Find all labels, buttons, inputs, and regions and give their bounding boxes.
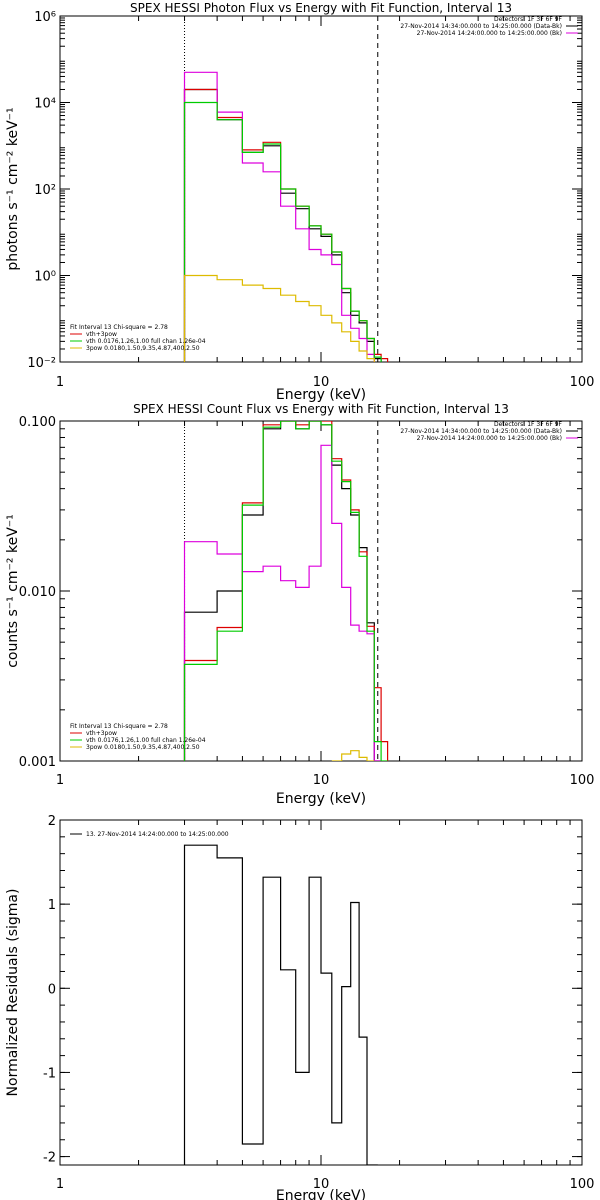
info-line: 27-Nov-2014 14:24:00.000 to 14:25:00.000… <box>417 435 562 442</box>
legend-entry: Fit Interval 13 Chi-square = 2.78 <box>70 324 168 331</box>
y-axis-label: Normalized Residuals (sigma) <box>5 889 21 1097</box>
y-tick-label: -1 <box>43 1066 56 1081</box>
y-tick-label: -2 <box>43 1151 56 1166</box>
y-axis-label: photons s⁻¹ cm⁻² keV⁻¹ <box>5 107 21 270</box>
legend-entry: vth 0.0176,1.26,1.00 full chan 1.26e-04 <box>86 737 206 744</box>
info-line: 27-Nov-2014 14:34:00.000 to 14:25:00.000… <box>400 428 562 435</box>
legend-entry: 3pow 0.0180,1.50,9.35,4.87,400,2.50 <box>86 345 200 352</box>
y-tick-label: 10⁶ <box>34 10 56 25</box>
legend-entry: vth+3pow <box>86 730 117 737</box>
y-tick-label: 1 <box>48 898 56 913</box>
info-line: Detectors: 1F 3F 6F 9F <box>494 16 563 23</box>
legend-entry: 13. 27-Nov-2014 14:24:00.000 to 14:25:00… <box>86 831 229 838</box>
y-tick-label: 0.001 <box>19 755 56 770</box>
info-line: 27-Nov-2014 14:34:00.000 to 14:25:00.000… <box>400 23 562 30</box>
info-line: Detectors: 1F 3F 6F 9F <box>494 421 563 428</box>
series-line-4 <box>183 421 388 761</box>
series-line-1 <box>183 421 382 761</box>
x-tick-label: 100 <box>570 375 595 390</box>
plot-area <box>183 421 389 761</box>
chart-title: SPEX HESSI Count Flux vs Energy with Fit… <box>133 402 509 416</box>
chart-panel-1: SPEX HESSI Photon Flux vs Energy with Fi… <box>5 1 594 403</box>
x-tick-label: 10 <box>313 375 330 390</box>
x-tick-label: 100 <box>570 1177 595 1192</box>
y-tick-label: 0.100 <box>19 415 56 430</box>
y-tick-label: 2 <box>48 814 56 829</box>
series-line-3 <box>183 444 382 761</box>
y-tick-label: 0 <box>48 982 56 997</box>
x-tick-label: 1 <box>56 1177 64 1192</box>
y-tick-label: 10⁰ <box>34 270 56 285</box>
y-tick-label: 10² <box>34 183 56 198</box>
x-axis-label: Energy (keV) <box>276 387 366 403</box>
legend-entry: vth 0.0176,1.26,1.00 full chan 1.26e-04 <box>86 338 206 345</box>
series-line-5 <box>183 274 375 362</box>
x-tick-label: 10 <box>313 1177 330 1192</box>
y-tick-label: 10⁴ <box>34 97 56 112</box>
chart-title: SPEX HESSI Photon Flux vs Energy with Fi… <box>130 1 512 15</box>
plot-area <box>183 844 378 1165</box>
legend-entry: vth+3pow <box>86 331 117 338</box>
series-line-2 <box>183 421 389 761</box>
y-axis-label: counts s⁻¹ cm⁻² keV⁻¹ <box>5 514 21 668</box>
chart-panel-2: SPEX HESSI Count Flux vs Energy with Fit… <box>5 402 594 807</box>
series-line-3 <box>183 71 375 362</box>
info-line: 27-Nov-2014 14:24:00.000 to 14:25:00.000… <box>417 30 562 37</box>
legend-entry: 3pow 0.0180,1.50,9.35,4.87,400,2.50 <box>86 744 200 751</box>
series-line-5 <box>331 750 375 761</box>
x-axis-label: Energy (keV) <box>276 791 366 807</box>
x-tick-label: 1 <box>56 773 64 788</box>
x-axis-label: Energy (keV) <box>276 1188 366 1200</box>
series-line-4 <box>183 101 382 362</box>
plot-area <box>183 16 389 362</box>
legend-entry: Fit Interval 13 Chi-square = 2.78 <box>70 723 168 730</box>
y-tick-label: 0.010 <box>19 585 56 600</box>
series-line-1 <box>183 88 382 362</box>
series-line-2 <box>183 88 389 362</box>
chart-panel-3: 1 10 100 -2 -1 0 1 2 Energy (keV) Normalized Resi… <box>5 814 594 1200</box>
plot-frame <box>59 819 583 1166</box>
x-tick-label: 10 <box>313 773 330 788</box>
x-tick-label: 100 <box>570 773 595 788</box>
y-tick-label: 10⁻² <box>27 356 56 371</box>
series-line-1 <box>183 844 378 1165</box>
x-tick-label: 1 <box>56 375 64 390</box>
